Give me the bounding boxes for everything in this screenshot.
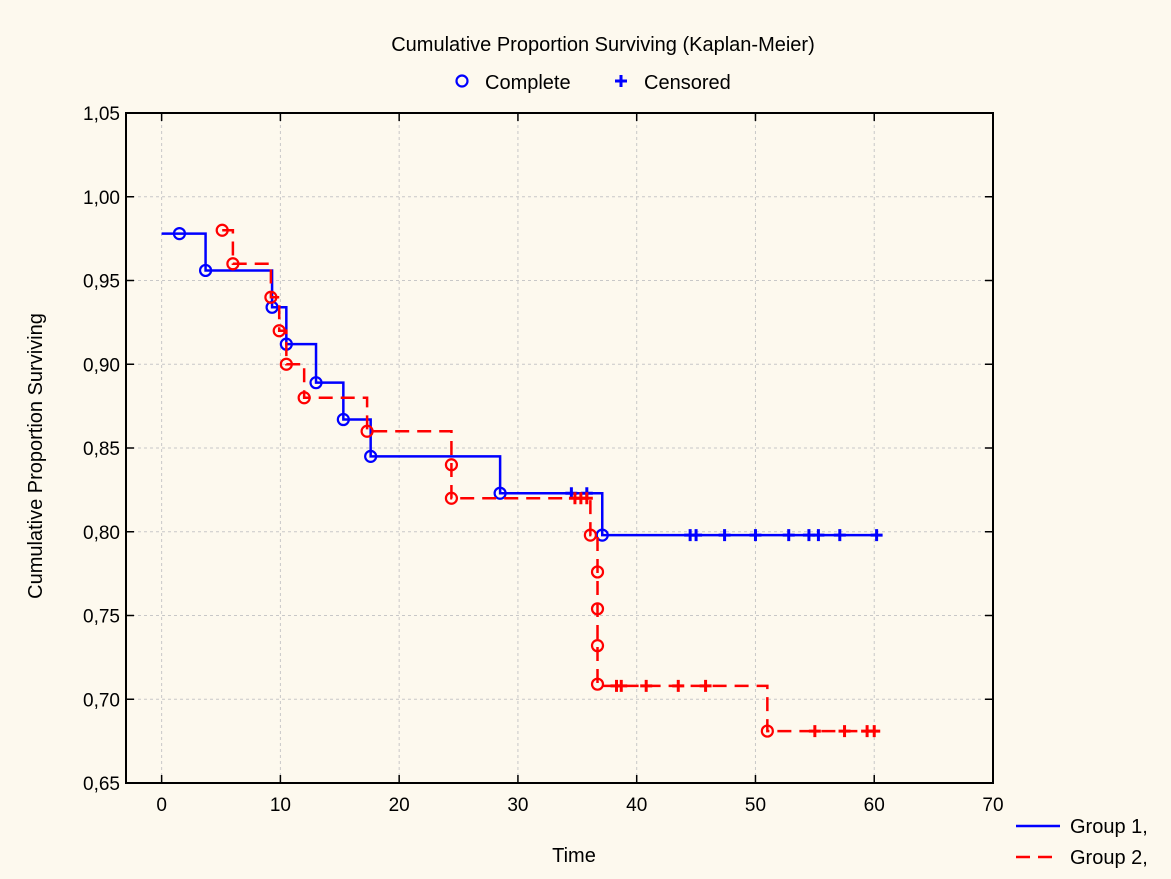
x-tick-label: 0 xyxy=(156,795,167,816)
group-1-complete-marker xyxy=(493,486,507,500)
group-2-complete-marker xyxy=(760,724,774,738)
y-tick-label: 0,80 xyxy=(83,523,120,544)
y-tick-label: 0,75 xyxy=(83,607,120,628)
legend-censored-label: Censored xyxy=(644,72,731,94)
group-2-censored-marker xyxy=(699,679,712,692)
group-2-complete-marker xyxy=(590,677,605,691)
group-2-complete-marker xyxy=(590,639,605,653)
x-axis-label: Time xyxy=(552,845,596,867)
group-2-complete-marker xyxy=(279,357,293,371)
group-2-censored-marker xyxy=(868,725,881,738)
x-tick-label: 20 xyxy=(389,795,410,816)
group-2-complete-marker xyxy=(590,565,605,579)
y-tick-label: 0,85 xyxy=(83,439,120,460)
y-tick-label: 0,95 xyxy=(83,272,120,293)
group-2-complete-marker xyxy=(444,491,459,505)
group-2-censored-marker xyxy=(615,679,628,692)
group-1-censored-marker xyxy=(812,529,825,542)
x-tick-label: 10 xyxy=(270,795,291,816)
chart-title: Cumulative Proportion Surviving (Kaplan-… xyxy=(391,34,815,56)
group-2-complete-marker xyxy=(264,290,278,304)
group-1-survival-line xyxy=(161,232,877,537)
group-2-complete-marker xyxy=(360,424,374,438)
group-2-complete-marker xyxy=(297,391,311,405)
group-2-complete-marker xyxy=(226,257,240,271)
group-1-complete-marker xyxy=(336,412,350,427)
group-2-complete-marker xyxy=(272,324,286,338)
group-1-complete-marker xyxy=(364,449,378,463)
x-tick-label: 60 xyxy=(864,795,885,816)
group-1-complete-marker xyxy=(198,263,213,278)
y-tick-label: 0,70 xyxy=(83,690,120,711)
group-2-censored-marker xyxy=(640,679,653,692)
group-2-censored-marker xyxy=(838,725,851,738)
x-tick-label: 70 xyxy=(982,795,1003,816)
group-2-censored-marker xyxy=(672,679,685,692)
legend-complete-label: Complete xyxy=(485,72,571,94)
legend-group-1-label: Group 1, xyxy=(1070,816,1148,838)
group-1-censored-marker xyxy=(690,529,703,542)
group-2-complete-marker xyxy=(590,602,605,616)
group-1-censored-marker xyxy=(749,529,762,542)
x-tick-label: 40 xyxy=(626,795,647,816)
group-1-complete-marker xyxy=(309,376,323,390)
group-1-censored-marker xyxy=(718,529,731,542)
group-2-censored-marker xyxy=(580,492,593,505)
y-tick-label: 1,00 xyxy=(83,188,120,209)
group-1-complete-marker xyxy=(172,227,187,241)
y-axis-label: Cumulative Proportion Surviving xyxy=(25,313,47,599)
y-tick-label: 0,90 xyxy=(83,355,120,376)
x-tick-label: 50 xyxy=(745,795,766,816)
y-tick-label: 1,05 xyxy=(83,104,120,125)
group-2-censored-marker xyxy=(808,725,821,738)
group-1-censored-marker xyxy=(870,529,883,542)
group-2-complete-marker xyxy=(444,458,459,472)
legend-complete-marker xyxy=(455,74,469,88)
group-1-censored-marker xyxy=(833,529,846,542)
x-tick-label: 30 xyxy=(507,795,528,816)
y-tick-label: 0,65 xyxy=(83,774,120,795)
legend-group-2-label: Group 2, xyxy=(1070,847,1148,869)
group-2-survival-line xyxy=(222,229,875,733)
group-2-complete-marker xyxy=(583,528,597,542)
group-1-censored-marker xyxy=(782,529,795,542)
legend-censored-marker xyxy=(615,75,627,87)
group-2-complete-marker xyxy=(215,223,229,237)
